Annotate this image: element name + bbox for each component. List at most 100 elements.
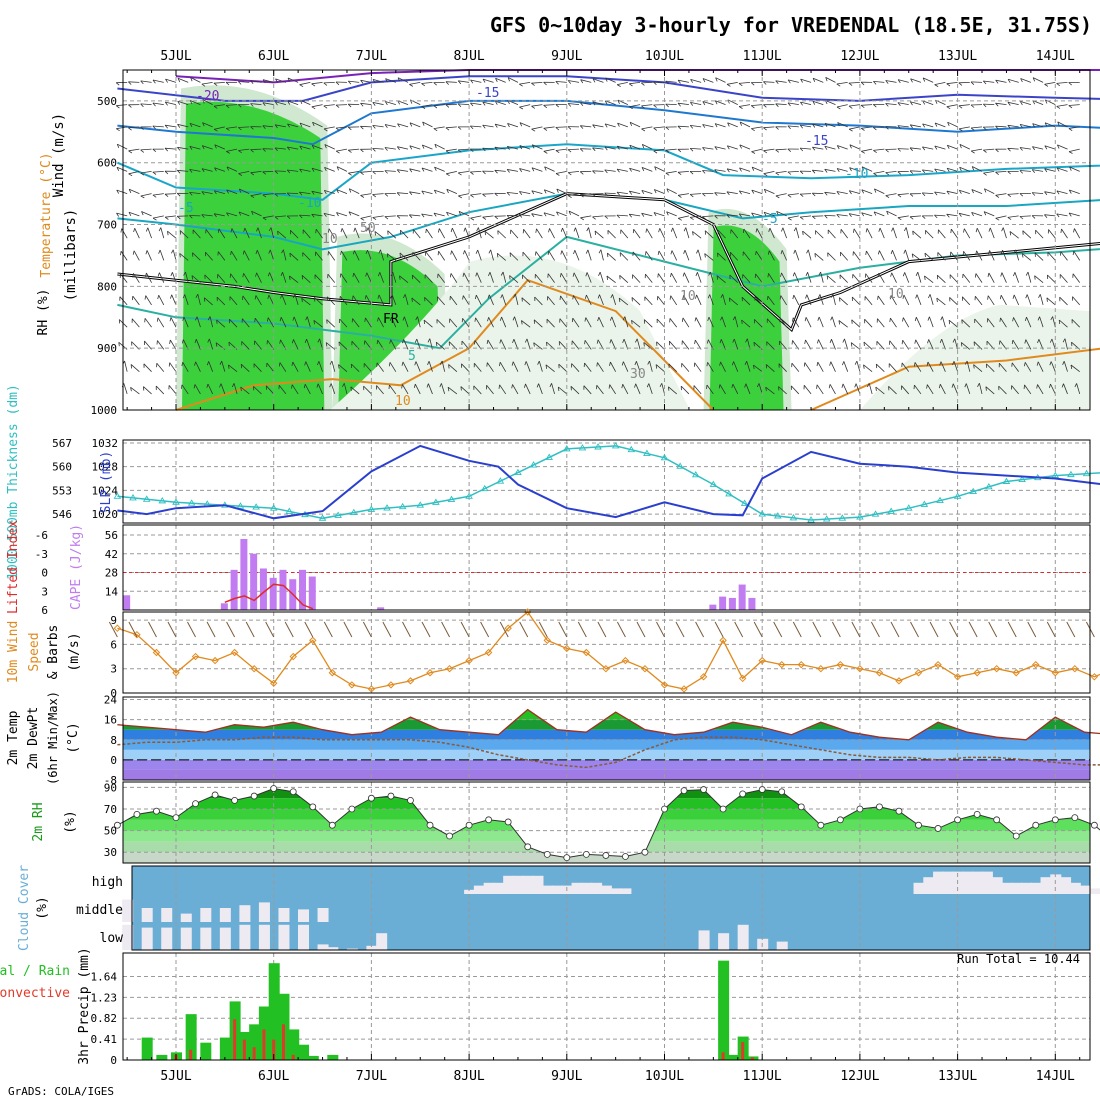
- wind-barb: [692, 231, 702, 239]
- wind-barb: [323, 213, 335, 217]
- y-axis-title-cape: CAPE (J/kg): [69, 524, 84, 610]
- wind-barb-flag: [836, 106, 841, 110]
- wind-barb: [129, 188, 140, 195]
- wind-barb-flag: [706, 339, 709, 344]
- wind-barb-flag: [1068, 82, 1072, 86]
- wind-barb-flag: [988, 227, 991, 232]
- wind-barb: [879, 227, 885, 239]
- wind-barb-flag: [506, 215, 511, 219]
- wind-barb-flag: [775, 103, 779, 107]
- wind-barb-flag: [702, 101, 706, 106]
- wind-barb: [365, 317, 372, 328]
- thickness-marker: [856, 513, 864, 520]
- wind-barb-flag: [765, 387, 767, 392]
- wind-barb-flag: [262, 171, 267, 175]
- high-cloud-bar: [610, 888, 622, 894]
- wind-barb-flag: [176, 193, 181, 197]
- wind-barb: [722, 294, 726, 306]
- wind-barb: [519, 214, 531, 217]
- wind-barb: [649, 360, 653, 372]
- wind-barb: [842, 383, 849, 395]
- wind-barb-flag: [594, 230, 596, 235]
- slp-tick-label: 1032: [92, 437, 119, 450]
- high-cloud-bar: [1020, 882, 1032, 894]
- wind-barb-flag: [427, 361, 430, 366]
- wind-barb-flag: [384, 124, 388, 129]
- wind-barb: [853, 251, 861, 261]
- wind-barb: [684, 249, 690, 261]
- wind-speed-marker: [1090, 673, 1099, 681]
- wind-barb: [386, 253, 397, 261]
- wind-barb-flag: [960, 342, 963, 347]
- wind-barb: [536, 228, 543, 239]
- wind-barb-flag: [654, 166, 657, 171]
- wind-barb: [727, 122, 738, 128]
- wind-barb-flag: [531, 190, 535, 195]
- wind-barb: [897, 102, 909, 106]
- wind-barb-flag: [115, 82, 120, 86]
- wind-barb: [665, 103, 677, 106]
- wind-barb-flag: [580, 217, 585, 221]
- y-axis-title-temp-unit: (°C): [66, 722, 81, 753]
- wind-barb: [876, 363, 885, 372]
- wind-barb: [775, 193, 787, 197]
- wind-barb: [360, 193, 372, 196]
- wind-barb-flag: [189, 146, 193, 150]
- wind-barb-flag: [274, 170, 279, 174]
- wind-barb: [159, 249, 165, 261]
- wind-barb: [460, 386, 470, 395]
- wind-barb: [587, 249, 592, 261]
- wind-barb-flag: [1032, 146, 1036, 151]
- wind-barb: [888, 386, 897, 395]
- wind-barb-flag: [384, 147, 388, 151]
- wind-barb: [425, 228, 433, 239]
- thickness-marker: [871, 510, 880, 517]
- wind-barb: [314, 297, 323, 306]
- high-cloud-bar: [1050, 874, 1062, 894]
- wind-barb: [989, 227, 995, 239]
- wind-barb-flag: [848, 190, 852, 195]
- wind-barb: [719, 384, 726, 395]
- wind-barb-flag: [873, 211, 877, 216]
- thickness-marker: [789, 514, 798, 521]
- wind-barb: [971, 148, 983, 152]
- wind-barb-flag: [837, 122, 840, 127]
- wind-barb-flag: [962, 251, 964, 256]
- wind-barb: [1047, 251, 1056, 261]
- wind-barb-flag: [1024, 316, 1027, 322]
- surface-wind-barb: [362, 621, 372, 638]
- wind-barb: [690, 148, 702, 150]
- wind-barb: [1032, 192, 1044, 195]
- wind-barb-flag: [708, 271, 711, 276]
- wind-barb: [446, 188, 458, 195]
- wind-barb-flag: [579, 171, 584, 175]
- wind-barb-flag: [873, 104, 877, 108]
- wind-barb-flag: [335, 150, 340, 154]
- y-axis-title-wind-barbs: & Barbs: [46, 625, 61, 680]
- wind-barb: [476, 272, 482, 283]
- wind-barb-flag: [274, 216, 279, 220]
- wind-barb: [274, 147, 286, 150]
- wind-barb-flag: [1069, 166, 1072, 171]
- wind-barb-flag: [352, 273, 355, 278]
- precip-total-bar: [307, 1055, 319, 1060]
- wind-barb-flag: [165, 78, 168, 83]
- wind-barb-flag: [964, 383, 967, 388]
- wind-barb: [1058, 319, 1068, 328]
- wind-barb: [973, 364, 983, 372]
- wind-barb-flag: [616, 191, 620, 196]
- wind-barb: [648, 383, 653, 395]
- wind-barb: [629, 167, 641, 172]
- wind-barb: [488, 294, 494, 306]
- wind-barb-flag: [555, 127, 560, 131]
- wind-barb: [1019, 215, 1031, 217]
- wind-barb-flag: [299, 145, 303, 150]
- x-day-label-bottom: 8JUL: [453, 1069, 484, 1084]
- wind-barb-flag: [324, 144, 327, 149]
- wind-barb-flag: [274, 193, 279, 197]
- cape-bar: [299, 569, 307, 610]
- thickness-marker: [660, 453, 669, 461]
- wind-barb: [548, 250, 555, 261]
- wind-barb: [1024, 384, 1032, 395]
- wind-barb-flag: [470, 217, 475, 221]
